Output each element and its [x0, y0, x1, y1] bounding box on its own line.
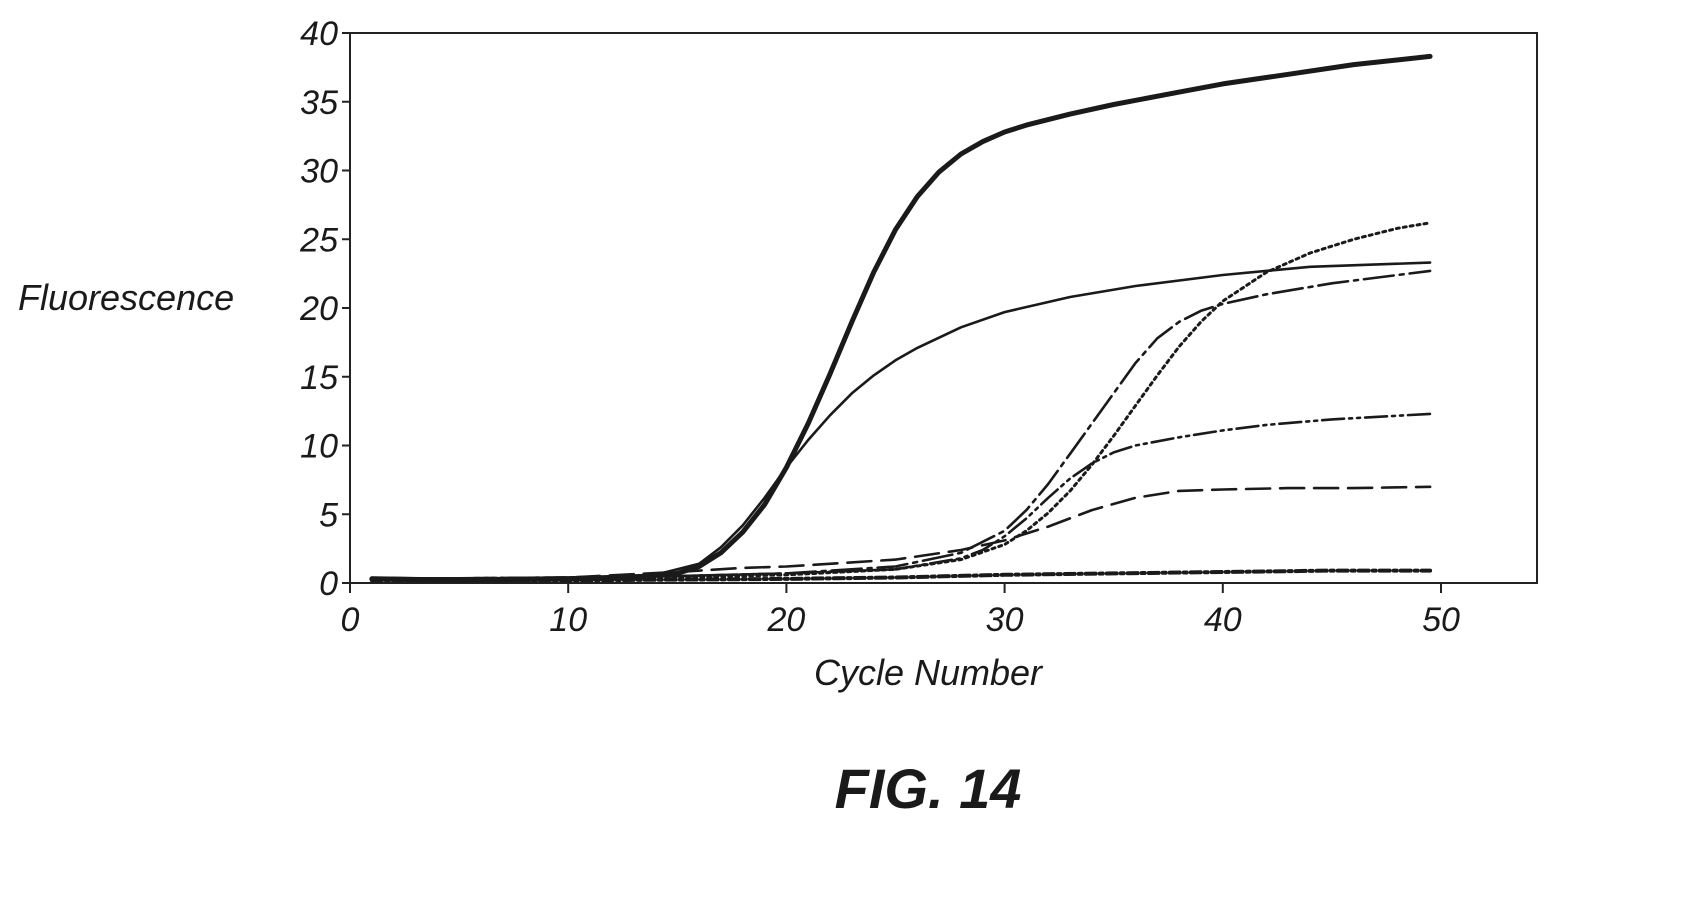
figure-label: FIG. 14 — [835, 757, 1022, 820]
x-tick-label: 30 — [986, 601, 1024, 639]
y-tick-label: 5 — [319, 496, 338, 534]
x-tick-label: 0 — [341, 601, 360, 639]
y-tick-label: 40 — [300, 15, 338, 53]
series-line-6 — [370, 485, 1432, 581]
x-axis-title: Cycle Number — [814, 652, 1044, 693]
x-tick-label: 40 — [1204, 601, 1242, 639]
y-tick-label: 20 — [299, 290, 338, 328]
series-line-5 — [370, 412, 1432, 581]
y-tick-label: 15 — [300, 359, 338, 397]
y-axis: 0 5 10 15 20 25 30 35 40 — [299, 15, 350, 603]
y-tick-label: 30 — [300, 153, 338, 191]
x-tick-label: 20 — [766, 601, 805, 639]
series-line-4 — [370, 221, 1432, 582]
y-axis-title: Fluorescence — [18, 277, 234, 318]
x-tick-label: 50 — [1422, 601, 1460, 639]
series-line-7 — [369, 568, 1433, 583]
series-line-1 — [369, 53, 1433, 583]
y-tick-label: 35 — [300, 84, 338, 122]
plot-frame — [349, 32, 1538, 584]
series-layer — [369, 53, 1433, 583]
y-tick-label: 10 — [300, 428, 338, 466]
series-line-2 — [370, 261, 1432, 581]
y-tick-label: 25 — [299, 221, 338, 259]
x-tick-label: 10 — [549, 601, 587, 639]
x-axis: 0 10 20 30 40 50 — [341, 583, 1460, 639]
y-tick-label: 0 — [319, 565, 338, 603]
